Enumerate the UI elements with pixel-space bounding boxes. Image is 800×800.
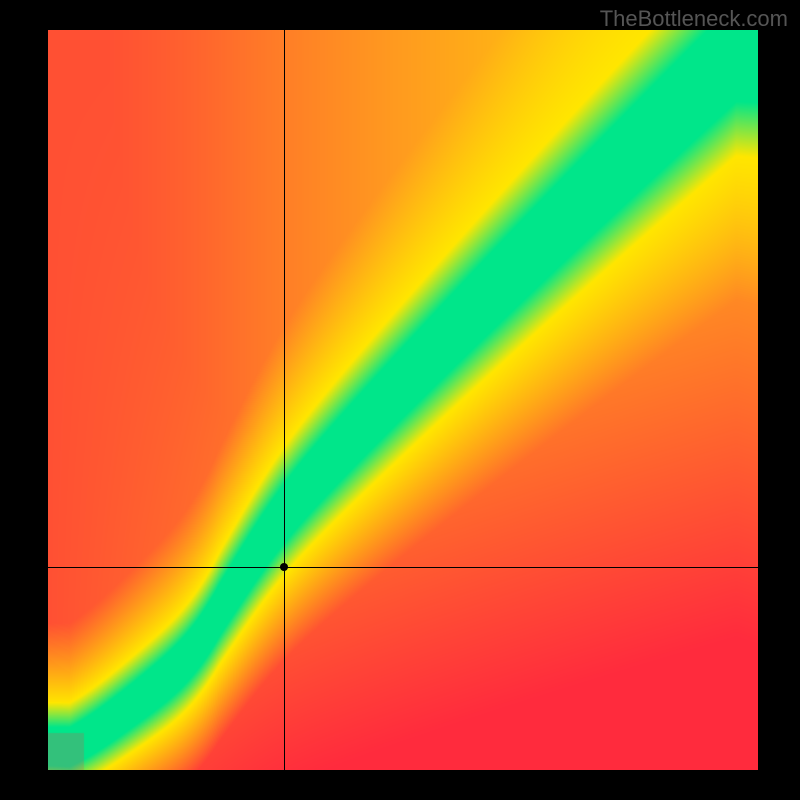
crosshair-vertical (284, 30, 285, 770)
watermark-text: TheBottleneck.com (600, 6, 788, 32)
heatmap-canvas (48, 30, 758, 770)
crosshair-horizontal (48, 567, 758, 568)
heatmap-plot (48, 30, 758, 770)
crosshair-marker (280, 563, 288, 571)
